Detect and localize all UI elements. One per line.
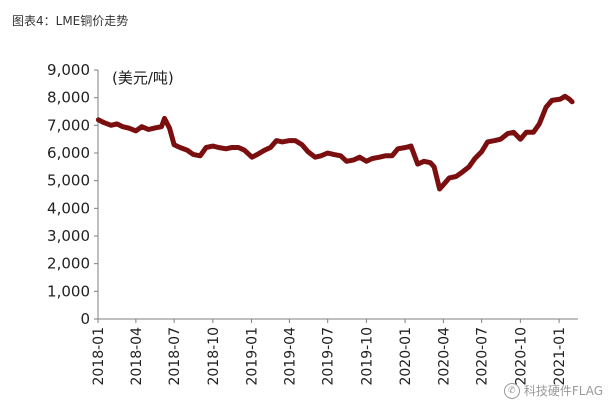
y-tick-label: 2,000 [47, 255, 90, 273]
x-tick-label: 2019-01 [245, 327, 261, 386]
y-tick-label: 8,000 [47, 89, 90, 107]
x-tick-label: 2020-07 [475, 327, 491, 386]
y-axis: 0 1,000 2,000 3,000 4,000 5,000 6,000 7,000 8,00… [47, 61, 99, 328]
x-tick-label: 2020-10 [513, 327, 529, 386]
x-tick-label: 2021-01 [552, 327, 568, 386]
unit-label: (美元/吨) [112, 69, 174, 87]
y-tick-label: 1,000 [47, 282, 90, 300]
x-tick-label: 2018-10 [206, 327, 222, 386]
y-tick-label: 3,000 [47, 227, 90, 245]
x-tick-label: 2019-10 [359, 327, 375, 386]
x-axis: 2018-01 2018-04 2018-07 2018-10 2019-01 2019-… [91, 318, 578, 386]
chart-caption: 图表4：LME铜价走势 [12, 14, 129, 28]
y-tick-label: 7,000 [47, 116, 90, 134]
watermark-text: 科技硬件FLAG [523, 384, 603, 398]
x-tick-label: 2020-01 [398, 327, 414, 386]
y-tick-label: 5,000 [47, 172, 90, 190]
wechat-icon: ✆ [503, 382, 520, 399]
x-tick-label: 2018-01 [91, 327, 107, 386]
x-tick-label: 2019-04 [282, 327, 298, 386]
y-tick-label: 9,000 [47, 61, 90, 79]
y-tick-label: 6,000 [47, 144, 90, 162]
y-tick-label: 4,000 [47, 199, 90, 217]
watermark: ✆ 科技硬件FLAG [503, 382, 603, 399]
x-tick-label: 2018-04 [129, 327, 145, 386]
copper-price-line [95, 93, 575, 192]
x-tick-label: 2018-07 [167, 327, 183, 386]
x-tick-label: 2020-04 [436, 327, 452, 386]
x-tick-label: 2019-07 [321, 327, 337, 386]
y-tick-label: 0 [80, 310, 90, 328]
